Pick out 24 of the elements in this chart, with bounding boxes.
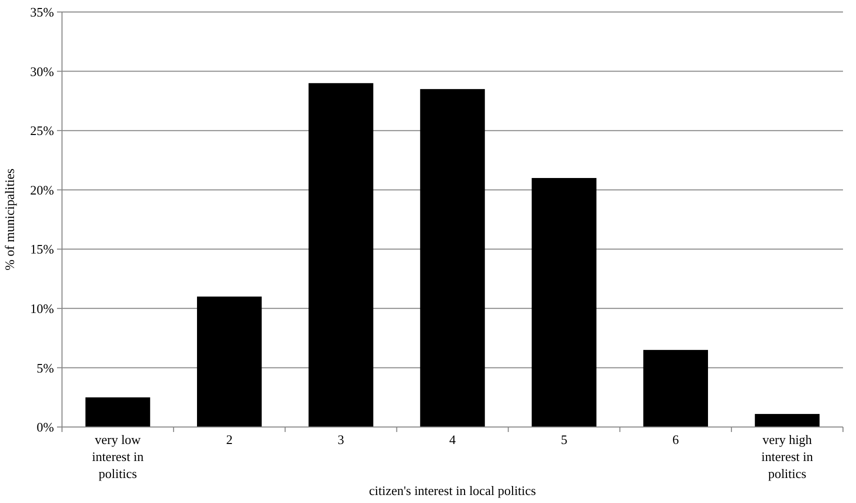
y-tick-label: 35% [30, 4, 54, 20]
y-tick-label: 5% [36, 360, 54, 376]
bar [643, 350, 708, 427]
bar [754, 414, 820, 427]
y-tick-label: 20% [30, 182, 54, 198]
x-tick-label: 2 [226, 432, 233, 447]
bar [197, 296, 262, 427]
x-axis-title: citizen's interest in local politics [369, 483, 536, 498]
x-tick-label: 5 [560, 432, 568, 447]
y-tick-label: 30% [30, 64, 54, 79]
bar [308, 83, 374, 427]
x-tick-label: 3 [338, 432, 344, 447]
y-tick-label: 15% [30, 242, 54, 257]
y-axis-title: % of municipalities [2, 168, 17, 270]
bar [85, 397, 150, 427]
y-tick-label: 25% [30, 123, 54, 138]
bar [532, 178, 596, 427]
x-tick-label: very low interest in politics [92, 432, 144, 481]
y-tick-label: 10% [30, 300, 54, 316]
bar [420, 89, 485, 427]
x-tick-label: 4 [449, 432, 456, 447]
x-tick-label: 6 [672, 432, 680, 447]
y-tick-label: 0% [36, 420, 54, 435]
x-tick-label: very high interest in politics [761, 432, 814, 481]
